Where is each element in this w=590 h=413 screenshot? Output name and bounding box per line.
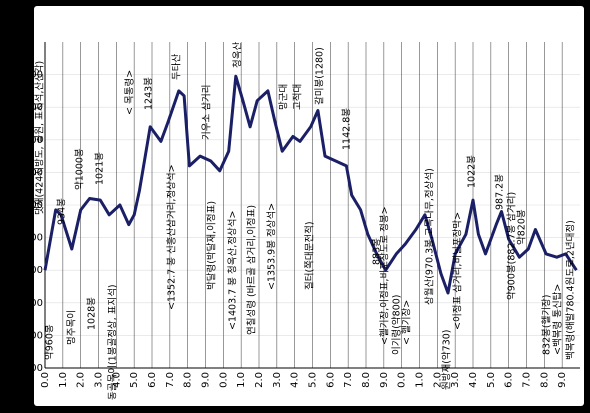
x-tick-label: 2.0 bbox=[432, 372, 443, 388]
annotation: 망군대 bbox=[279, 84, 290, 110]
annotation: 883봉 bbox=[372, 238, 383, 265]
x-tick-label: 9.0 bbox=[379, 372, 390, 388]
panel bbox=[34, 6, 584, 406]
x-tick-label: 7.0 bbox=[522, 372, 533, 388]
x-tick-label: 3.0 bbox=[272, 372, 283, 388]
x-tick-label: 2.0 bbox=[254, 372, 265, 388]
annotation: 약960봉 bbox=[44, 324, 56, 360]
x-tick-label: 6.0 bbox=[504, 372, 515, 388]
x-tick-label: 8.0 bbox=[361, 372, 372, 388]
annotation: 동골목이(1봉골정상, 표지석) bbox=[108, 284, 119, 400]
y-axis-label: 고도 [m] bbox=[15, 10, 26, 49]
annotation: 이기령(약800) bbox=[391, 294, 403, 355]
annotation: 박달령(박달재,이정표) bbox=[206, 201, 218, 290]
annotation: 연칠성령 (바르골 삼거리,이정표) bbox=[246, 205, 258, 335]
annotation: <이정표 삼거리,비닐포장막> bbox=[453, 212, 464, 330]
annotation: 1028봉 bbox=[87, 297, 98, 330]
x-tick-label: 2.0 bbox=[76, 372, 87, 388]
x-tick-label: 1.0 bbox=[58, 372, 69, 388]
y-tick-label: 1200 bbox=[18, 135, 43, 146]
y-tick-label: 1400 bbox=[18, 70, 43, 81]
annotation: 상월산(970.3봉,고목나무,정상석) bbox=[424, 168, 436, 305]
annotation: 934봉 bbox=[57, 198, 68, 225]
annotation: 댓재(424지방도, 공원, 표지석,산신각) bbox=[34, 61, 46, 215]
x-tick-label: 4.0 bbox=[111, 372, 122, 388]
y-tick-label: 500 bbox=[24, 363, 43, 374]
annotation: <백복령 통신탑> bbox=[552, 284, 564, 355]
annotation: 1021봉 bbox=[95, 152, 106, 185]
x-tick-label: 0.0 bbox=[397, 372, 408, 388]
y-tick-label: 1300 bbox=[18, 102, 43, 113]
y-tick-label: 1100 bbox=[18, 167, 43, 178]
x-tick-label: 9.0 bbox=[201, 372, 212, 388]
x-tick-label: 1.0 bbox=[415, 372, 426, 388]
annotation: 고적대 bbox=[292, 84, 304, 110]
y-tick-label: 800 bbox=[24, 265, 43, 276]
x-tick-label: 6.0 bbox=[325, 372, 336, 388]
annotation: 청옥산 bbox=[233, 42, 244, 68]
x-tick-label: 8.0 bbox=[539, 372, 550, 388]
annotation: 1243봉 bbox=[144, 77, 155, 110]
annotation: 원방재(약730) bbox=[441, 329, 453, 390]
annotation: 약820봉 bbox=[516, 209, 528, 245]
x-tick-label: 4.0 bbox=[468, 372, 479, 388]
x-tick-label: 0.0 bbox=[40, 372, 51, 388]
x-tick-label: 9.0 bbox=[557, 372, 568, 388]
annotation: 백복령(해발780.4원도로,2년대정) bbox=[565, 220, 577, 360]
annotation: 멍주목이 bbox=[67, 310, 78, 345]
annotation: <1403.7 봉 청옥산,정상석> bbox=[228, 211, 239, 330]
y-tick-label: 900 bbox=[24, 233, 43, 244]
x-tick-label: 5.0 bbox=[129, 372, 140, 388]
annotation: 1022봉 bbox=[467, 155, 478, 188]
profile-line bbox=[43, 74, 578, 295]
y-tick-label: 600 bbox=[24, 330, 43, 341]
x-tick-label: 1.0 bbox=[236, 372, 247, 388]
y-tick-label: 1000 bbox=[18, 200, 43, 211]
x-tick-label: 0.0 bbox=[218, 372, 229, 388]
annotation: <1352.7 봉 신흥산삼거리,정상석> bbox=[166, 164, 178, 310]
annotation: 987.2봉 bbox=[495, 174, 506, 210]
x-tick-label: 8.0 bbox=[183, 372, 194, 388]
x-tick-label: 4.0 bbox=[290, 372, 301, 388]
annotation: 두타산 bbox=[172, 54, 183, 80]
x-tick-label: 7.0 bbox=[165, 372, 176, 388]
y-tick-label: 700 bbox=[24, 298, 43, 309]
x-tick-label: 3.0 bbox=[450, 372, 461, 388]
annotation: 기우소 삼거리 bbox=[202, 85, 213, 140]
x-tick-label: 5.0 bbox=[308, 372, 319, 388]
annotation: <1353.9봉 정상석> bbox=[267, 203, 278, 290]
annotation: < 목통령> bbox=[124, 70, 136, 115]
annotation: 832봉(헬기장) bbox=[542, 294, 553, 355]
annotation: 약1000봉 bbox=[74, 148, 86, 190]
annotation: 갈미봉(1280) bbox=[314, 47, 326, 105]
annotation: 1142.8봉 bbox=[342, 108, 353, 150]
x-tick-label: 3.0 bbox=[94, 372, 105, 388]
annotation: <헬기장,이정표,비포장도로 정봉> bbox=[380, 206, 391, 345]
annotation: < 헬기장> bbox=[402, 300, 413, 345]
annotation: 질터(쪽대문전적) bbox=[304, 221, 316, 290]
x-tick-label: 6.0 bbox=[147, 372, 158, 388]
annotation: 약900봉(882.7봉 삼거리) bbox=[506, 192, 518, 300]
x-tick-label: 7.0 bbox=[343, 372, 354, 388]
x-tick-label: 5.0 bbox=[486, 372, 497, 388]
